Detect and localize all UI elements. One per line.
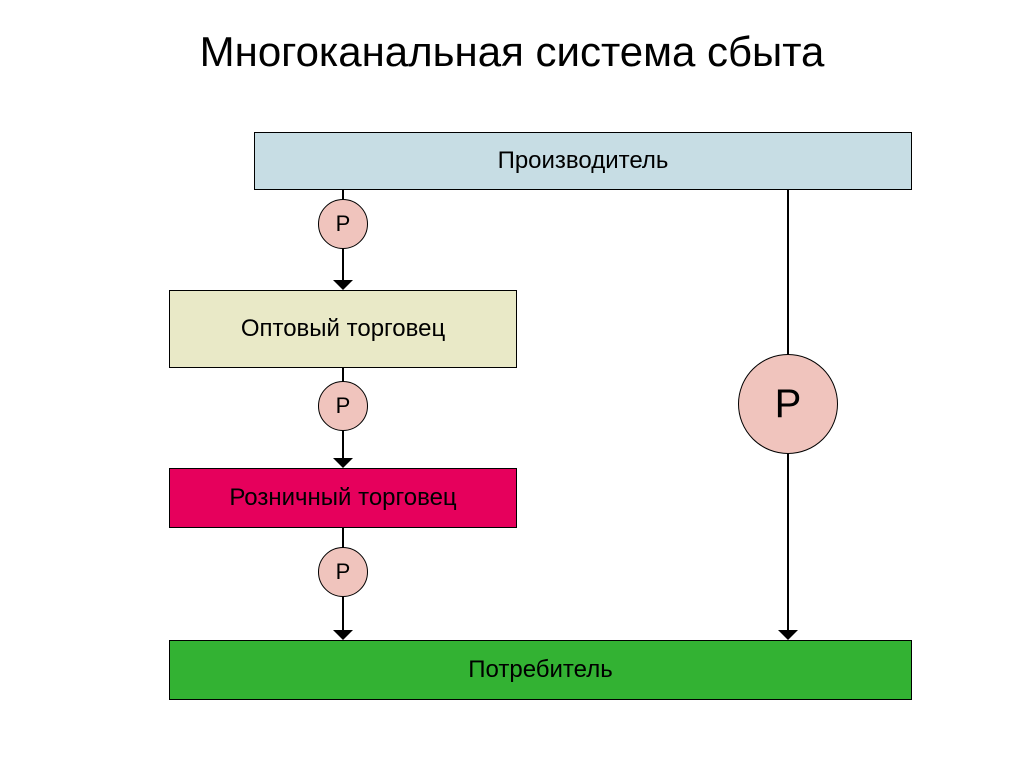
node-label: Р [336,393,351,419]
node-p-marker-1: Р [318,199,368,249]
node-p-marker-3: Р [318,547,368,597]
node-label: Производитель [498,147,669,175]
page-title: Многоканальная система сбыта [0,28,1024,76]
arrow-head [333,630,353,640]
node-producer: Производитель [254,132,912,190]
node-label: Потребитель [468,656,612,684]
arrow-head [333,458,353,468]
node-p-marker-direct: Р [738,354,838,454]
node-label: Оптовый торговец [241,315,445,343]
node-label: Р [775,382,802,427]
arrow-head [778,630,798,640]
node-label: Р [336,559,351,585]
node-label: Р [336,211,351,237]
node-retail: Розничный торговец [169,468,517,528]
arrow-head [333,280,353,290]
node-p-marker-2: Р [318,381,368,431]
diagram-canvas: Многоканальная система сбыта Производите… [0,0,1024,767]
node-wholesale: Оптовый торговец [169,290,517,368]
node-consumer: Потребитель [169,640,912,700]
node-label: Розничный торговец [229,484,456,512]
